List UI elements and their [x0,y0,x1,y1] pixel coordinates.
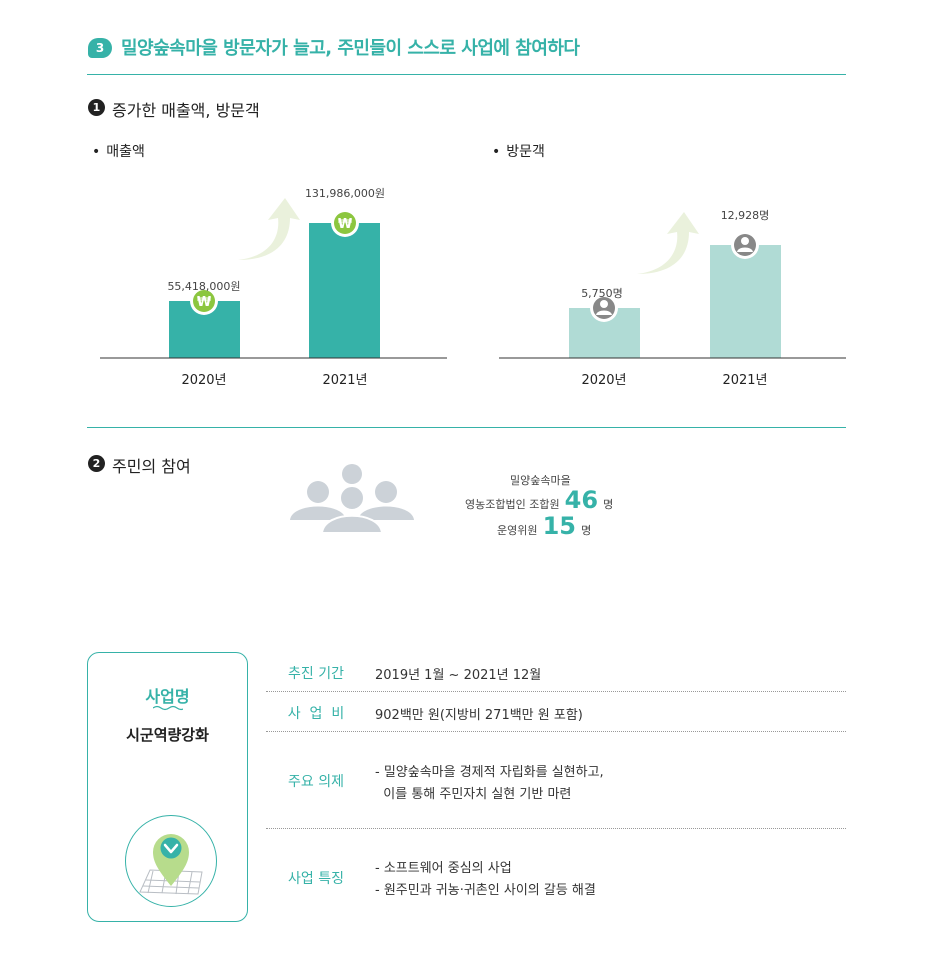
person-icon [731,231,759,259]
committee-unit: 명 [581,524,592,537]
visitors-value-2020: 5,750명 [581,287,623,300]
sales-value-2020: 55,418,000원 [167,280,241,293]
svg-text:₩: ₩ [338,217,353,232]
section-2-number: 2 [88,455,105,472]
sales-year-2020: 2020년 [181,373,227,388]
section-number-badge: 3 [88,38,112,58]
feature-line-1: - 소프트웨어 중심의 사업 [375,861,512,876]
section-1-number: 1 [88,99,105,116]
visitors-bar-2021 [710,245,781,358]
visitors-growth-arrow [637,212,699,274]
committee-line: 운영위원 15 명 [497,512,591,540]
visitors-chart [499,212,846,359]
visitors-year-2020: 2020년 [581,373,627,388]
feature-label: 사업 특징 [288,871,344,887]
project-name: 시군역량강화 [126,726,209,744]
section-1-title: 증가한 매출액, 방문객 [112,101,260,120]
budget-label: 사 업 비 [287,706,345,722]
divider [87,74,846,75]
won-icon: ₩ [331,209,359,237]
committee-count: 15 [542,512,576,540]
sales-growth-arrow [238,198,300,260]
members-line: 영농조합법인 조합원 46 명 [465,486,613,514]
members-unit: 명 [603,498,614,511]
svg-text:₩: ₩ [197,295,212,310]
section-2-title: 주민의 참여 [112,457,191,476]
won-icon: ₩ [190,287,218,315]
page-title: 밀양숲속마을 방문자가 늘고, 주민들이 스스로 사업에 참여하다 [121,38,580,59]
feature-line-2: - 원주민과 귀농·귀촌인 사이의 갈등 해결 [375,883,596,898]
people-group-icon [290,464,414,534]
divider [266,691,846,692]
sales-chart: ₩ ₩ [100,198,447,359]
agenda-label: 주요 의제 [288,774,344,790]
visitors-value-2021: 12,928명 [720,209,770,222]
sales-subtitle: 매출액 [92,141,145,161]
sales-year-2021: 2021년 [322,373,368,388]
members-label: 영농조합법인 조합원 [465,498,560,511]
sales-value-2021: 131,986,000원 [304,187,386,200]
divider [87,427,846,428]
project-heading: 사업명 [145,687,190,706]
period-value: 2019년 1월 ~ 2021년 12월 [375,668,542,683]
divider [266,828,846,829]
divider [266,731,846,732]
budget-value: 902백만 원(지방비 271백만 원 포함) [375,708,583,723]
person-icon [590,294,618,322]
committee-label: 운영위원 [497,524,538,537]
visitors-subtitle: 방문객 [492,141,545,161]
location-pin-icon [125,815,217,907]
members-count: 46 [564,486,599,514]
sales-bar-2021 [309,223,380,358]
project-card [87,652,248,922]
village-name: 밀양숲속마을 [510,474,571,487]
agenda-line-1: - 밀양숲속마을 경제적 자립화를 실현하고, [375,765,604,780]
period-label: 추진 기간 [288,666,344,682]
visitors-year-2021: 2021년 [722,373,768,388]
wave-decoration [153,705,183,711]
agenda-line-2: 이를 통해 주민자치 실현 기반 마련 [375,787,572,802]
